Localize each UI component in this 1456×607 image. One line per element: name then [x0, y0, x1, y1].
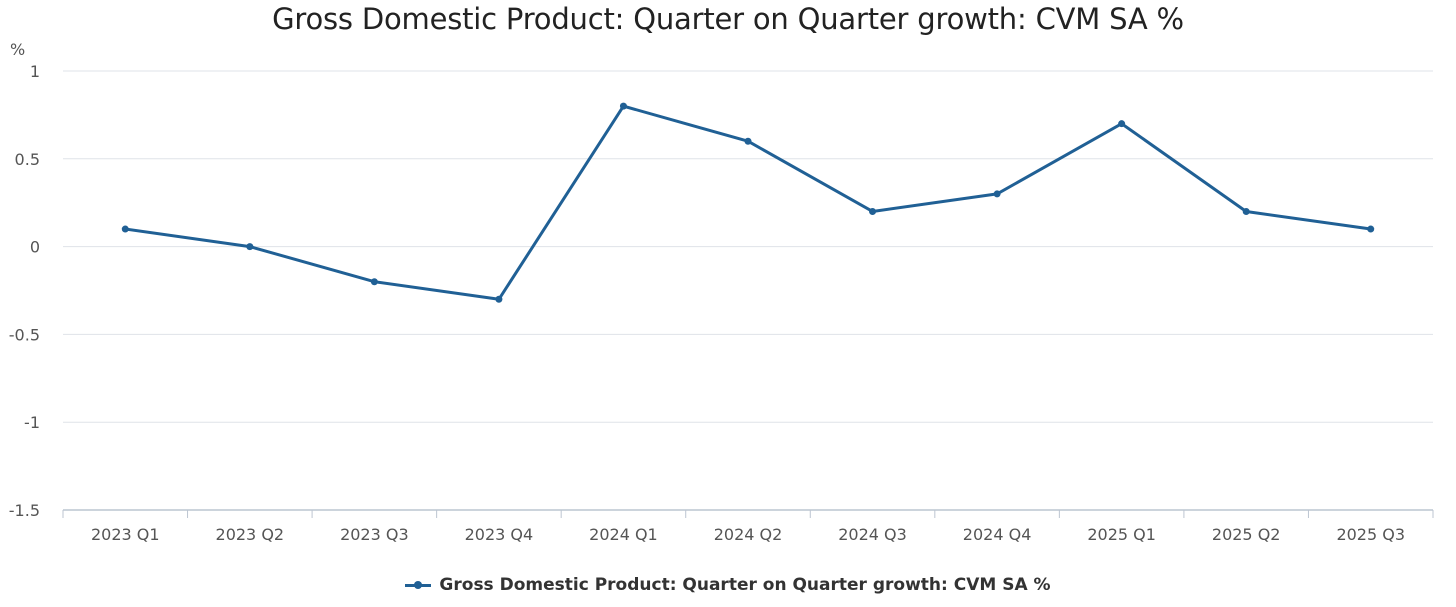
x-tick-label: 2024 Q3	[838, 525, 907, 544]
chart-title: Gross Domestic Product: Quarter on Quart…	[272, 2, 1184, 36]
data-point[interactable]	[1118, 120, 1126, 128]
data-point[interactable]	[869, 207, 877, 215]
y-axis-tick-labels: 1 0.5 0 -0.5 -1 -1.5	[9, 62, 40, 520]
legend-label: Gross Domestic Product: Quarter on Quart…	[439, 575, 1051, 595]
data-point[interactable]	[993, 190, 1001, 198]
x-tick-label: 2023 Q3	[340, 525, 409, 544]
x-tick-label: 2023 Q2	[216, 525, 285, 544]
data-series	[121, 102, 1375, 303]
x-tick-label: 2025 Q3	[1336, 525, 1405, 544]
x-tick-label: 2024 Q1	[589, 525, 658, 544]
y-tick-label: 1	[30, 62, 40, 81]
x-tick-label: 2025 Q1	[1087, 525, 1156, 544]
y-tick-label: -1	[24, 413, 40, 432]
legend-marker-icon	[405, 578, 432, 592]
data-point[interactable]	[1242, 207, 1250, 215]
y-axis-unit-label: %	[10, 40, 25, 59]
x-tick-label: 2023 Q4	[465, 525, 534, 544]
data-point[interactable]	[370, 278, 378, 286]
x-axis	[62, 509, 1434, 518]
data-point[interactable]	[744, 137, 752, 145]
y-tick-label: 0.5	[15, 150, 40, 169]
y-tick-label: -1.5	[9, 501, 40, 520]
y-tick-label: 0	[30, 238, 40, 257]
data-point[interactable]	[246, 243, 254, 251]
x-axis-tick-labels: 2023 Q1 2023 Q2 2023 Q3 2023 Q4 2024 Q1 2024 …	[91, 525, 1405, 544]
data-point[interactable]	[121, 225, 129, 233]
y-tick-label: -0.5	[9, 325, 40, 344]
x-tick-label: 2025 Q2	[1212, 525, 1281, 544]
x-tick-label: 2023 Q1	[91, 525, 160, 544]
data-point[interactable]	[495, 295, 503, 303]
grid-lines	[63, 70, 1433, 423]
series-line	[123, 104, 1373, 301]
data-point[interactable]	[1367, 225, 1375, 233]
x-tick-label: 2024 Q2	[714, 525, 783, 544]
x-tick-label: 2024 Q4	[963, 525, 1032, 544]
data-point[interactable]	[619, 102, 627, 110]
line-chart: 10.50-0.5-1-1.5 2023 Q1 2023 Q2 2023 Q3 202…	[9, 40, 1434, 544]
legend[interactable]: Gross Domestic Product: Quarter on Quart…	[0, 575, 1456, 595]
